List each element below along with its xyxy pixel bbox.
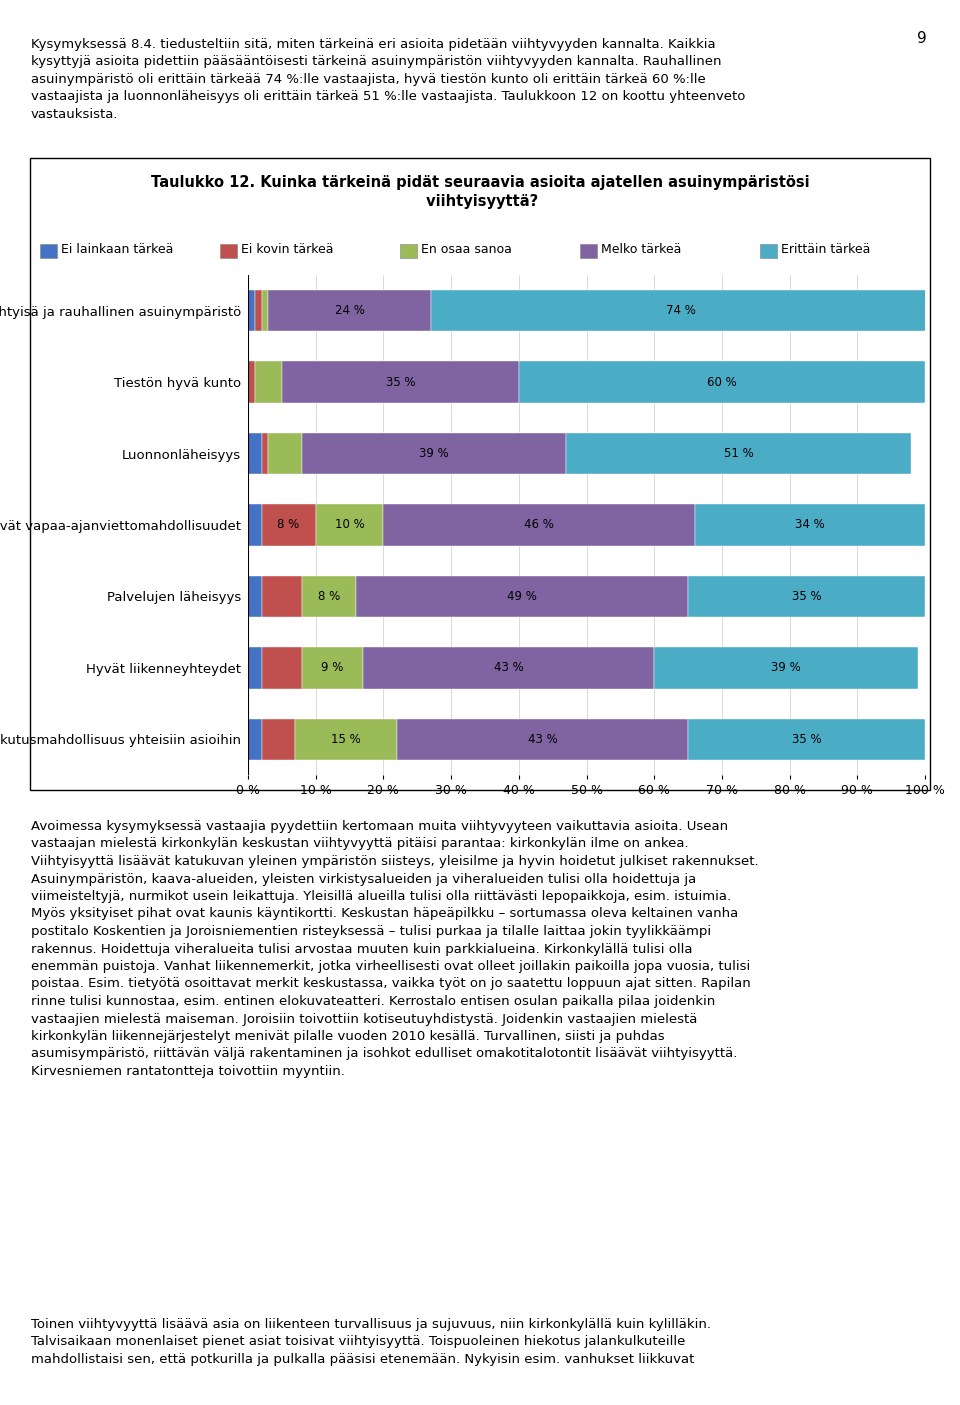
Text: 35 %: 35 % (792, 733, 822, 746)
Bar (261, 718, 296, 760)
Text: En osaa sanoa: En osaa sanoa (420, 243, 512, 256)
Text: 43 %: 43 % (528, 733, 558, 746)
Bar (254, 289, 261, 332)
Bar (518, 361, 925, 403)
Bar (261, 433, 268, 475)
Bar (566, 433, 911, 475)
Text: Toinen viihtyvyyttä lisäävä asia on liikenteen turvallisuus ja sujuvuus, niin ki: Toinen viihtyvyyttä lisäävä asia on liik… (31, 1318, 710, 1366)
Bar (261, 504, 316, 545)
Bar (282, 361, 518, 403)
Text: 74 %: 74 % (666, 305, 696, 318)
Text: 8 %: 8 % (277, 518, 300, 531)
Bar (302, 576, 356, 617)
Text: 49 %: 49 % (507, 590, 538, 603)
Bar (261, 576, 302, 617)
Bar (268, 289, 431, 332)
Bar (688, 718, 925, 760)
Text: 60 %: 60 % (707, 375, 736, 389)
Text: Ei kovin tärkeä: Ei kovin tärkeä (241, 243, 333, 256)
Bar (363, 648, 654, 688)
Bar (316, 504, 383, 545)
Text: 35 %: 35 % (386, 375, 415, 389)
Text: 39 %: 39 % (771, 662, 801, 674)
Bar (654, 648, 918, 688)
Bar (248, 718, 261, 760)
Bar (268, 433, 302, 475)
Bar (302, 648, 363, 688)
Text: Melko tärkeä: Melko tärkeä (601, 243, 681, 256)
Text: 9: 9 (917, 31, 926, 46)
Text: 51 %: 51 % (724, 447, 754, 459)
Bar (261, 648, 302, 688)
Bar (695, 504, 925, 545)
Text: 9 %: 9 % (322, 662, 344, 674)
Text: Taulukko 12. Kuinka tärkeinä pidät seuraavia asioita ajatellen asuinympäristösi
: Taulukko 12. Kuinka tärkeinä pidät seura… (151, 176, 809, 208)
Text: Erittäin tärkeä: Erittäin tärkeä (780, 243, 870, 256)
Text: 10 %: 10 % (335, 518, 365, 531)
Text: 24 %: 24 % (335, 305, 365, 318)
Bar (302, 433, 566, 475)
Text: 39 %: 39 % (420, 447, 449, 459)
Bar (248, 289, 254, 332)
Bar (248, 361, 254, 403)
Text: 34 %: 34 % (795, 518, 825, 531)
Bar (254, 361, 282, 403)
Bar (296, 718, 396, 760)
Bar (261, 289, 268, 332)
Text: 46 %: 46 % (524, 518, 554, 531)
Bar (431, 289, 932, 332)
Bar (396, 718, 688, 760)
Bar (383, 504, 695, 545)
Bar (248, 576, 261, 617)
Text: Kysymyksessä 8.4. tiedusteltiin sitä, miten tärkeinä eri asioita pidetään viihty: Kysymyksessä 8.4. tiedusteltiin sitä, mi… (31, 38, 745, 121)
Text: 8 %: 8 % (318, 590, 341, 603)
Bar (248, 433, 261, 475)
Text: Ei lainkaan tärkeä: Ei lainkaan tärkeä (60, 243, 173, 256)
Text: 35 %: 35 % (792, 590, 822, 603)
Bar (688, 576, 925, 617)
Text: 15 %: 15 % (331, 733, 361, 746)
Bar (248, 504, 261, 545)
Text: Avoimessa kysymyksessä vastaajia pyydettiin kertomaan muita viihtyvyyteen vaikut: Avoimessa kysymyksessä vastaajia pyydett… (31, 821, 758, 1078)
Text: 43 %: 43 % (493, 662, 523, 674)
Bar (248, 648, 261, 688)
Bar (356, 576, 688, 617)
